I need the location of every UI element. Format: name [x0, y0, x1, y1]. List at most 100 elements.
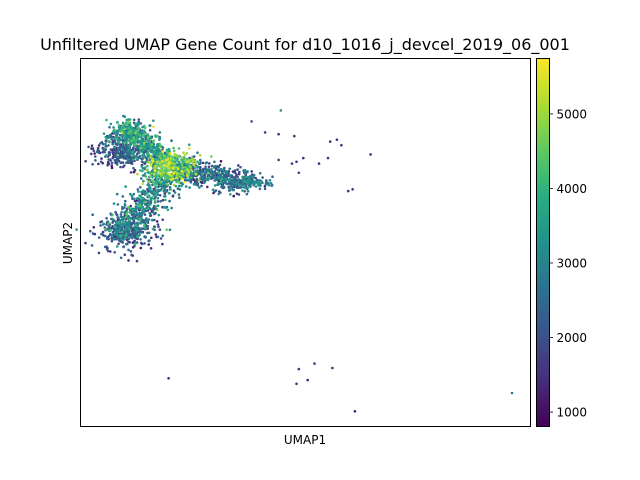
cell-point [140, 196, 143, 199]
cell-point [231, 188, 235, 192]
cell-point [128, 241, 131, 244]
cell-point [248, 179, 251, 182]
cell-point [165, 205, 169, 209]
cell-point [89, 152, 93, 156]
cell-point [158, 228, 162, 231]
cell-point [172, 146, 175, 150]
cell-point [129, 250, 133, 253]
cell-point [127, 126, 131, 130]
cell-point [141, 167, 145, 170]
cell-point [167, 191, 171, 195]
cell-point [254, 185, 258, 188]
cell-point [148, 128, 152, 132]
cell-point [180, 163, 184, 167]
cell-point [216, 181, 220, 185]
cell-point [116, 158, 120, 161]
cell-point [132, 226, 136, 229]
cell-point [119, 234, 123, 238]
cell-point [93, 152, 96, 155]
cell-point [87, 145, 90, 149]
cell-point [233, 169, 237, 172]
cell-point [198, 153, 202, 157]
colorbar-ticks: 1000 2000 3000 4000 5000 [549, 107, 587, 420]
cell-point [91, 213, 94, 216]
cell-point [214, 164, 217, 168]
cell-point [246, 186, 249, 190]
cell-point [148, 195, 151, 198]
cell-point [84, 159, 87, 163]
cell-point [129, 171, 133, 174]
cell-point [156, 152, 159, 156]
cell-point [152, 211, 156, 215]
cell-point [128, 130, 132, 133]
cell-point [130, 154, 134, 157]
cell-point [147, 218, 151, 221]
cell-point [238, 170, 241, 174]
cell-point [133, 239, 136, 243]
cell-point [203, 175, 207, 179]
cell-point [111, 221, 114, 224]
cell-point [148, 135, 151, 138]
cell-point [228, 188, 231, 191]
cell-point [163, 167, 167, 171]
cell-point [149, 172, 153, 176]
cell-point [127, 259, 130, 262]
cell-point [136, 188, 140, 191]
cell-point [190, 172, 194, 176]
cell-point [91, 147, 95, 150]
cell-point [268, 179, 272, 182]
cell-point [201, 161, 205, 165]
cell-point [184, 165, 187, 169]
cell-point [120, 153, 123, 157]
cell-point [200, 184, 203, 188]
cell-point [166, 174, 169, 177]
cell-point [150, 143, 153, 146]
cell-point [133, 199, 137, 203]
cell-point [119, 213, 123, 216]
cell-point [142, 129, 146, 133]
cell-point [172, 189, 176, 192]
cell-point [163, 151, 167, 155]
cell-point [188, 159, 192, 162]
cell-point [152, 166, 156, 170]
cell-point [103, 234, 107, 238]
cell-point [158, 154, 161, 158]
cell-point [147, 231, 151, 235]
cell-point [198, 168, 202, 171]
cell-point [148, 124, 152, 127]
cell-point [130, 128, 134, 131]
cell-point [124, 226, 128, 229]
cell-point [181, 173, 185, 176]
cell-point [114, 211, 117, 214]
cell-point [159, 200, 162, 203]
cell-point [182, 166, 185, 169]
cell-point [157, 225, 160, 229]
cell-point [114, 150, 117, 154]
cell-point [160, 152, 164, 156]
cell-point [179, 158, 183, 162]
cell-point [166, 176, 169, 179]
cell-point [158, 146, 162, 149]
cell-point [134, 205, 138, 208]
cell-point [219, 175, 222, 178]
outlier-point [279, 109, 283, 112]
cell-point [130, 139, 133, 143]
cell-point [150, 196, 154, 199]
cell-point [159, 183, 163, 187]
cell-point [249, 185, 252, 188]
cell-point [243, 168, 247, 172]
cell-point [149, 208, 152, 211]
cell-point [177, 184, 181, 188]
cell-point [162, 156, 166, 160]
cell-point [133, 244, 136, 248]
cell-point [128, 144, 131, 147]
cell-point [129, 158, 132, 162]
cell-point [210, 167, 213, 171]
cell-point [111, 227, 115, 230]
cell-point [134, 224, 138, 227]
cell-point [123, 135, 127, 139]
cell-point [161, 160, 164, 163]
cell-point [150, 162, 154, 165]
cell-point [139, 122, 143, 125]
cell-point [187, 147, 191, 150]
